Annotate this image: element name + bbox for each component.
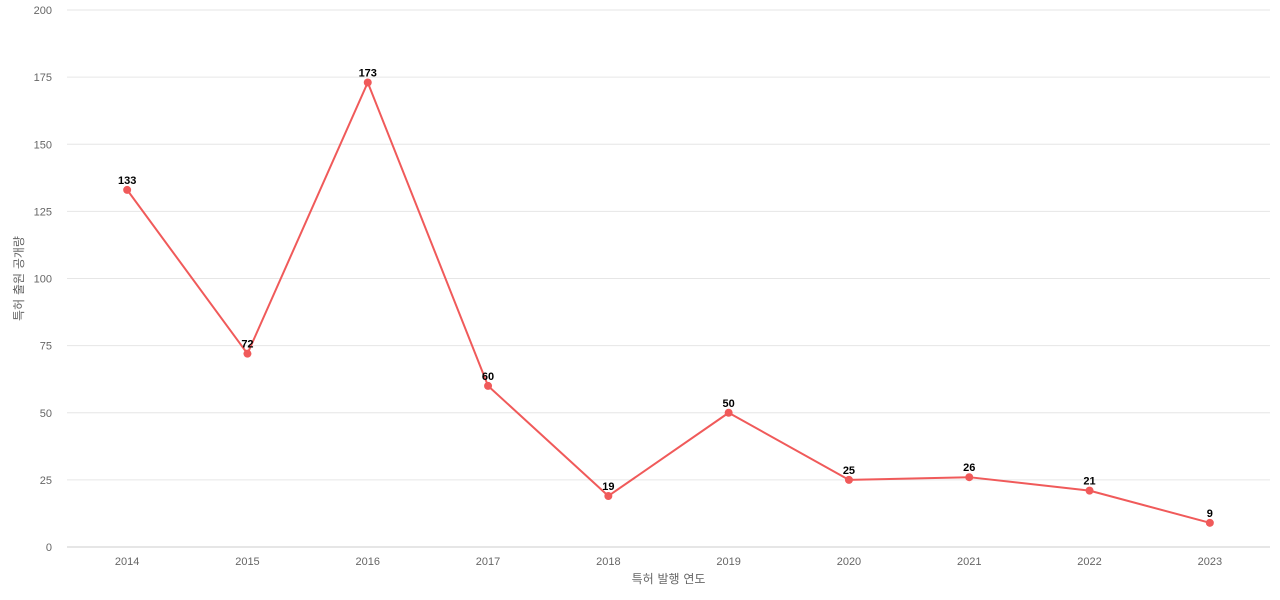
x-tick-label: 2016 — [356, 556, 380, 568]
y-tick-label: 150 — [34, 139, 52, 151]
data-label: 9 — [1207, 508, 1213, 520]
x-tick-label: 2022 — [1077, 556, 1101, 568]
data-point[interactable] — [604, 491, 613, 500]
x-tick-label: 2018 — [596, 556, 620, 568]
y-tick-label: 75 — [40, 341, 52, 353]
data-point[interactable] — [965, 473, 974, 482]
x-axis-ticks: 2014 2015 2016 2017 2018 2019 2020 2021 2022 2023 — [115, 556, 1222, 568]
y-tick-label: 125 — [34, 206, 52, 218]
data-label: 50 — [723, 398, 735, 410]
x-axis-title: 특허 발행 연도 — [632, 571, 706, 586]
data-point[interactable] — [363, 78, 372, 87]
data-point[interactable] — [123, 185, 132, 194]
x-tick-label: 2019 — [716, 556, 740, 568]
data-point[interactable] — [243, 349, 252, 358]
y-axis-ticks: 0 25 50 75 100 125 150 175 200 — [34, 5, 52, 554]
x-tick-label: 2023 — [1198, 556, 1222, 568]
x-tick-label: 2017 — [476, 556, 500, 568]
y-axis-title: 특허 출원 공개량 — [12, 236, 26, 321]
x-tick-label: 2015 — [235, 556, 259, 568]
data-point[interactable] — [844, 475, 853, 484]
x-tick-label: 2021 — [957, 556, 981, 568]
series — [123, 78, 1214, 527]
y-tick-label: 50 — [40, 408, 52, 420]
data-label: 25 — [843, 465, 855, 477]
y-tick-label: 200 — [34, 5, 52, 17]
data-label: 72 — [241, 339, 253, 351]
data-label: 60 — [482, 371, 494, 383]
y-tick-label: 175 — [34, 72, 52, 84]
data-label: 21 — [1083, 476, 1095, 488]
data-point[interactable] — [484, 381, 493, 390]
y-tick-label: 0 — [46, 542, 52, 554]
data-label: 19 — [602, 481, 614, 493]
data-point[interactable] — [1085, 486, 1094, 495]
series-line — [126, 81, 1211, 524]
data-label: 133 — [118, 175, 136, 187]
data-labels: 133 72 173 60 19 50 25 26 21 9 — [118, 67, 1213, 519]
grid-lines — [67, 9, 1270, 481]
data-point[interactable] — [1205, 518, 1214, 527]
data-label: 173 — [359, 67, 377, 79]
x-tick-label: 2014 — [115, 556, 139, 568]
y-tick-label: 25 — [40, 475, 52, 487]
data-label: 26 — [963, 462, 975, 474]
y-tick-label: 100 — [34, 274, 52, 286]
x-tick-label: 2020 — [837, 556, 861, 568]
data-point[interactable] — [724, 408, 733, 417]
